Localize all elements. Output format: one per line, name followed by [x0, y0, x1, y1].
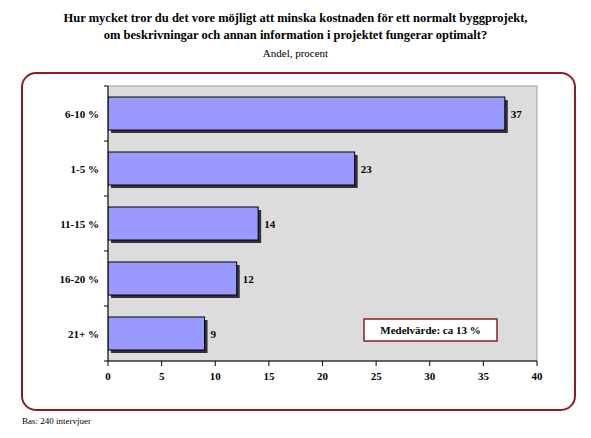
y-tick — [104, 86, 108, 87]
annotation: Medelvärde: ca 13 % — [380, 324, 481, 336]
subtitle: Andel, procent — [263, 47, 328, 59]
x-tick-label: 0 — [105, 370, 111, 382]
x-tick — [268, 361, 269, 366]
data-label: 37 — [511, 108, 523, 120]
category-label: 21+ % — [68, 328, 99, 340]
data-label: 12 — [243, 273, 255, 285]
x-tick-label: 25 — [371, 370, 383, 382]
x-tick-label: 10 — [210, 370, 222, 382]
annotation-box — [364, 319, 497, 341]
x-tick-label: 15 — [263, 370, 275, 382]
x-tick — [376, 361, 377, 366]
y-tick — [104, 306, 108, 307]
x-tick-label: 5 — [159, 370, 165, 382]
y-axis — [108, 86, 109, 361]
x-tick-label: 35 — [478, 370, 490, 382]
bar — [108, 207, 258, 240]
data-label: 23 — [361, 163, 373, 175]
bar — [108, 262, 237, 295]
bar — [108, 97, 505, 130]
x-tick — [322, 361, 323, 366]
x-tick — [161, 361, 162, 366]
x-tick — [483, 361, 484, 366]
category-label: 6-10 % — [65, 108, 99, 120]
x-tick — [429, 361, 430, 366]
y-tick — [104, 251, 108, 252]
category-label: 16-20 % — [60, 273, 99, 285]
x-tick — [537, 361, 538, 366]
y-tick — [104, 196, 108, 197]
data-label: 9 — [211, 328, 217, 340]
footnote: Bas: 240 intervjuer — [22, 416, 91, 426]
x-tick-label: 20 — [317, 370, 329, 382]
bar — [108, 152, 355, 185]
bars — [108, 97, 508, 353]
y-tick — [104, 141, 108, 142]
category-label: 11-15 % — [60, 218, 99, 230]
frame — [22, 73, 575, 410]
plot-area — [108, 86, 537, 361]
y-tick — [104, 361, 108, 362]
x-tick-label: 30 — [424, 370, 436, 382]
chart: Hur mycket tror du det vore möjligt att … — [0, 0, 591, 438]
x-tick — [108, 361, 109, 366]
bar — [108, 317, 205, 350]
x-tick-label: 40 — [532, 370, 544, 382]
x-tick — [215, 361, 216, 366]
data-label: 14 — [264, 218, 276, 230]
title: Hur mycket tror du det vore möjligt att … — [64, 11, 528, 42]
category-label: 1-5 % — [71, 163, 99, 175]
